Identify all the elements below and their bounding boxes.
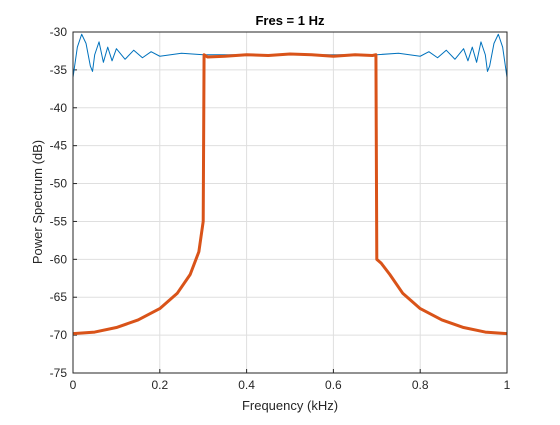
- x-axis-label: Frequency (kHz): [242, 398, 338, 413]
- y-tick-label: -50: [50, 177, 68, 191]
- x-tick-label: 0.6: [325, 378, 342, 392]
- x-tick-label: 1: [504, 378, 511, 392]
- y-tick-label: -35: [50, 63, 68, 77]
- y-tick-label: -55: [50, 214, 68, 228]
- y-tick-label: -60: [50, 252, 68, 266]
- y-tick-label: -30: [50, 25, 68, 39]
- y-tick-label: -70: [50, 328, 68, 342]
- y-axis-label: Power Spectrum (dB): [30, 140, 45, 264]
- series-line: [72, 52, 508, 336]
- x-tick-label: 0.4: [238, 378, 255, 392]
- y-tick-label: -75: [50, 366, 68, 380]
- y-tick-label: -40: [50, 101, 68, 115]
- y-tick-label: -65: [50, 290, 68, 304]
- x-tick-label: 0: [70, 378, 77, 392]
- axes-box: [72, 31, 508, 374]
- x-tick-label: 0.2: [151, 378, 168, 392]
- chart-title: Fres = 1 Hz: [255, 13, 325, 28]
- y-tick-label: -45: [50, 139, 68, 153]
- plot-area: [73, 32, 507, 373]
- x-tick-label: 0.8: [412, 378, 429, 392]
